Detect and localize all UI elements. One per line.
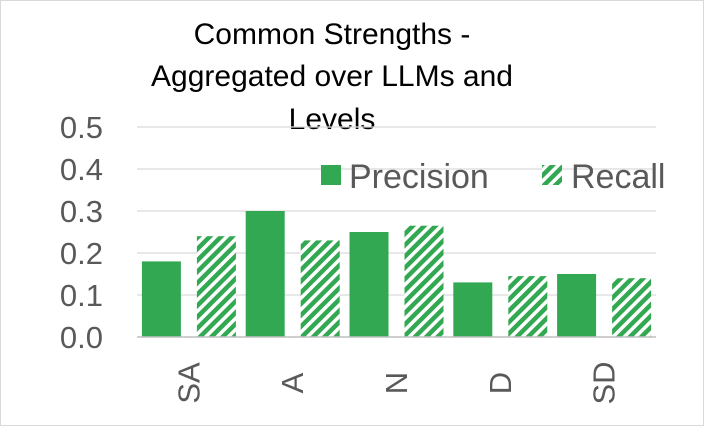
y-tick-label: 0.5 [60, 110, 103, 145]
bar-recall-a [300, 240, 340, 337]
bar-recall-sd [612, 278, 652, 337]
legend-swatch-precision [321, 165, 341, 185]
y-tick-label: 0.4 [60, 152, 103, 187]
y-axis-tick-labels: 0.0 0.1 0.2 0.3 0.4 0.5 [60, 110, 103, 355]
y-tick-label: 0.1 [60, 278, 103, 313]
legend-swatch-recall [542, 165, 562, 185]
bar-recall-n [404, 225, 444, 337]
bar-precision-sa [141, 261, 181, 337]
legend-label-precision: Precision [349, 158, 489, 196]
chart-title-line-3: Levels [289, 103, 376, 136]
legend-label-recall: Recall [571, 158, 665, 196]
y-tick-label: 0.2 [60, 236, 103, 271]
bar-precision-a [245, 211, 285, 337]
y-tick-label: 0.0 [60, 320, 103, 355]
x-category-label: N [379, 372, 414, 394]
chart-title-line-1: Common Strengths - [194, 18, 471, 51]
x-category-label: A [275, 372, 310, 393]
bar-precision-n [349, 232, 389, 337]
bars [141, 211, 652, 337]
x-category-label: SD [587, 361, 622, 404]
x-category-label: SA [171, 362, 206, 404]
chart-title: Common Strengths - Aggregated over LLMs … [151, 18, 513, 136]
y-tick-label: 0.3 [60, 194, 103, 229]
x-category-label: D [483, 372, 518, 394]
chart-title-line-2: Aggregated over LLMs and [151, 60, 513, 93]
x-axis-category-labels: SA A N D SD [171, 361, 621, 404]
bar-precision-d [453, 282, 493, 337]
legend: Precision Recall [321, 158, 665, 196]
bar-precision-sd [557, 274, 597, 337]
bar-recall-sa [196, 236, 236, 337]
bar-recall-d [508, 276, 548, 337]
